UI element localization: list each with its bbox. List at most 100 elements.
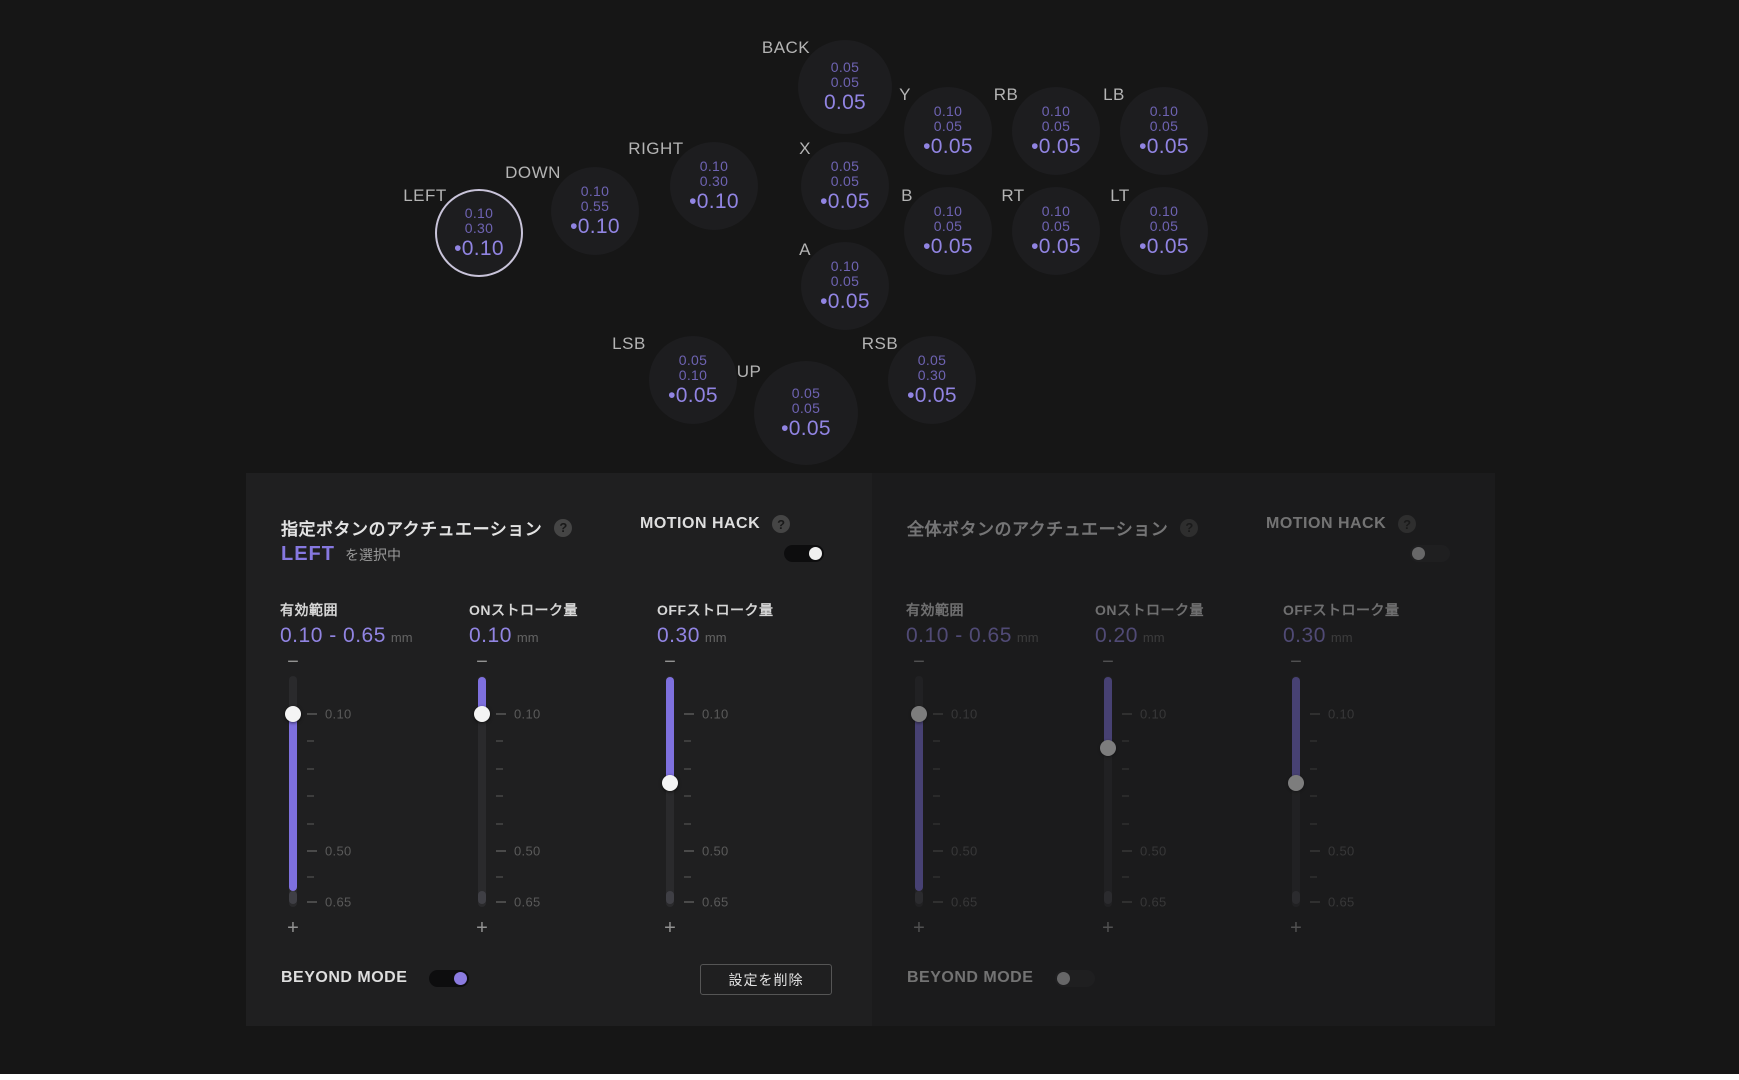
- slider-track[interactable]: [662, 676, 678, 907]
- slider-label: ONストローク量: [1095, 602, 1204, 618]
- tick-mark: [1122, 850, 1132, 852]
- actuation-value-main: •0.05: [923, 234, 973, 258]
- slider-off-stroke: OFFストローク量 0.30 mm − 0.10 0.50 0.65 +: [1283, 600, 1453, 965]
- tick-label: 0.65: [1140, 894, 1167, 910]
- motion-hack-label: MOTION HACK: [640, 515, 761, 532]
- specified-button-panel: 指定ボタンのアクチュエーション ? LEFT を選択中 MOTION HACK …: [246, 473, 872, 1026]
- slider-value-unit: mm: [1016, 630, 1039, 645]
- slider-end-handle[interactable]: [289, 891, 297, 904]
- slider-end-handle[interactable]: [478, 891, 486, 904]
- actuation-value-2: 0.05: [830, 73, 860, 90]
- increase-button[interactable]: +: [1290, 917, 1302, 939]
- slider-fill: [915, 714, 923, 891]
- motion-hack-toggle[interactable]: [784, 545, 824, 562]
- help-icon[interactable]: ?: [772, 515, 791, 533]
- beyond-mode-label: BEYOND MODE: [907, 969, 1034, 986]
- actuation-value-2: 0.30: [917, 366, 947, 383]
- actuation-value-1: 0.10: [933, 202, 963, 219]
- slider-label: OFFストローク量: [657, 602, 774, 618]
- tick-label: 0.50: [1140, 843, 1167, 859]
- slider-fill: [1104, 677, 1112, 748]
- slider-value-unit: mm: [516, 630, 539, 645]
- increase-button[interactable]: +: [664, 917, 676, 939]
- actuation-value-1: 0.10: [1149, 202, 1179, 219]
- beyond-mode-label: BEYOND MODE: [281, 969, 408, 986]
- slider-end-handle[interactable]: [1292, 891, 1300, 904]
- motion-hack-toggle[interactable]: [1410, 545, 1450, 562]
- slider-label: 有効範囲: [280, 602, 338, 618]
- slider-end-handle[interactable]: [666, 891, 674, 904]
- tick-label: 0.50: [951, 843, 978, 859]
- tick-mark: [496, 740, 503, 742]
- slider-on-stroke: ONストローク量 0.20 mm − 0.10 0.50 0.65 +: [1095, 600, 1265, 965]
- map-button-label-rsb: RSB: [861, 334, 899, 353]
- slider-knob[interactable]: [662, 775, 678, 791]
- slider-value: 0.30 mm: [657, 624, 727, 648]
- actuation-value-main: 0.05: [823, 90, 867, 114]
- slider-active-range: 有効範囲 0.10 - 0.65 mm − 0.10 0.50 0.65 +: [906, 600, 1076, 965]
- increase-button[interactable]: +: [1102, 917, 1114, 939]
- help-icon[interactable]: ?: [1398, 515, 1417, 533]
- map-button-label-up: UP: [736, 362, 762, 381]
- map-button-down[interactable]: 0.10 0.55 •0.10: [551, 167, 639, 255]
- actuation-value-2: 0.05: [1149, 117, 1179, 134]
- decrease-button[interactable]: −: [476, 651, 488, 673]
- actuation-value-1: 0.05: [678, 351, 708, 368]
- actuation-value-1: 0.10: [699, 157, 729, 174]
- map-button-lt[interactable]: 0.10 0.05 •0.05: [1120, 187, 1208, 275]
- help-icon[interactable]: ?: [1180, 518, 1199, 537]
- map-button-up[interactable]: 0.05 0.05 •0.05: [754, 361, 858, 465]
- slider-track[interactable]: [911, 676, 927, 907]
- slider-track[interactable]: [285, 676, 301, 907]
- tick-mark: [496, 795, 503, 797]
- delete-settings-button[interactable]: 設定を削除: [700, 964, 832, 995]
- slider-knob[interactable]: [1100, 740, 1116, 756]
- map-button-x[interactable]: 0.05 0.05 •0.05: [801, 142, 889, 230]
- map-button-rb[interactable]: 0.10 0.05 •0.05: [1012, 87, 1100, 175]
- slider-knob[interactable]: [474, 706, 490, 722]
- decrease-button[interactable]: −: [287, 651, 299, 673]
- tick-mark: [496, 713, 506, 715]
- map-button-right[interactable]: 0.10 0.30 •0.10: [670, 142, 758, 230]
- map-button-label-b: B: [901, 186, 913, 205]
- map-button-back[interactable]: 0.05 0.05 0.05: [798, 40, 892, 134]
- increase-button[interactable]: +: [913, 917, 925, 939]
- slider-track[interactable]: [1100, 676, 1116, 907]
- tick-mark: [1310, 795, 1317, 797]
- slider-track[interactable]: [1288, 676, 1304, 907]
- global-button-panel: 全体ボタンのアクチュエーション ? MOTION HACK ? 有効範囲 0.10…: [872, 473, 1495, 1026]
- increase-button[interactable]: +: [287, 917, 299, 939]
- slider-knob[interactable]: [285, 706, 301, 722]
- slider-knob[interactable]: [1288, 775, 1304, 791]
- tick-mark: [1310, 823, 1317, 825]
- specified-panel-title: 指定ボタンのアクチュエーション: [281, 520, 543, 539]
- map-button-lsb[interactable]: 0.05 0.10 •0.05: [649, 336, 737, 424]
- map-button-rsb[interactable]: 0.05 0.30 •0.05: [888, 336, 976, 424]
- slider-value: 0.30 mm: [1283, 624, 1353, 648]
- map-button-b[interactable]: 0.10 0.05 •0.05: [904, 187, 992, 275]
- beyond-mode-row: BEYOND MODE: [281, 969, 470, 987]
- decrease-button[interactable]: −: [913, 651, 925, 673]
- map-button-a[interactable]: 0.10 0.05 •0.05: [801, 242, 889, 330]
- tick-label: 0.65: [325, 894, 352, 910]
- beyond-mode-toggle[interactable]: [429, 969, 470, 987]
- map-button-lb[interactable]: 0.10 0.05 •0.05: [1120, 87, 1208, 175]
- slider-end-handle[interactable]: [915, 891, 923, 904]
- tick-mark: [307, 713, 317, 715]
- help-icon[interactable]: ?: [554, 518, 573, 537]
- decrease-button[interactable]: −: [1102, 651, 1114, 673]
- decrease-button[interactable]: −: [664, 651, 676, 673]
- slider-end-handle[interactable]: [1104, 891, 1112, 904]
- slider-fill: [289, 714, 297, 891]
- map-button-y[interactable]: 0.10 0.05 •0.05: [904, 87, 992, 175]
- tick-mark: [307, 901, 317, 903]
- beyond-mode-toggle[interactable]: [1055, 969, 1096, 987]
- map-button-left[interactable]: 0.10 0.30 •0.10: [435, 189, 523, 277]
- slider-track[interactable]: [474, 676, 490, 907]
- decrease-button[interactable]: −: [1290, 651, 1302, 673]
- actuation-value-1: 0.10: [580, 182, 610, 199]
- slider-knob[interactable]: [911, 706, 927, 722]
- map-button-rt[interactable]: 0.10 0.05 •0.05: [1012, 187, 1100, 275]
- increase-button[interactable]: +: [476, 917, 488, 939]
